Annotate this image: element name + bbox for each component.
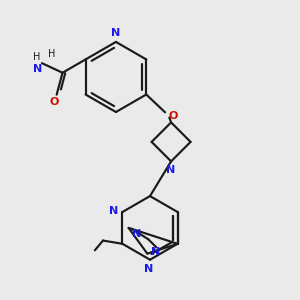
Text: N: N: [144, 264, 153, 274]
Text: N: N: [33, 64, 42, 74]
Text: H: H: [48, 49, 55, 59]
Text: O: O: [169, 111, 178, 121]
Text: N: N: [111, 28, 121, 38]
Text: N: N: [167, 165, 176, 175]
Text: N: N: [109, 206, 119, 216]
Text: O: O: [49, 97, 59, 107]
Text: N: N: [151, 247, 160, 257]
Text: N: N: [133, 229, 142, 238]
Text: H: H: [33, 52, 40, 62]
